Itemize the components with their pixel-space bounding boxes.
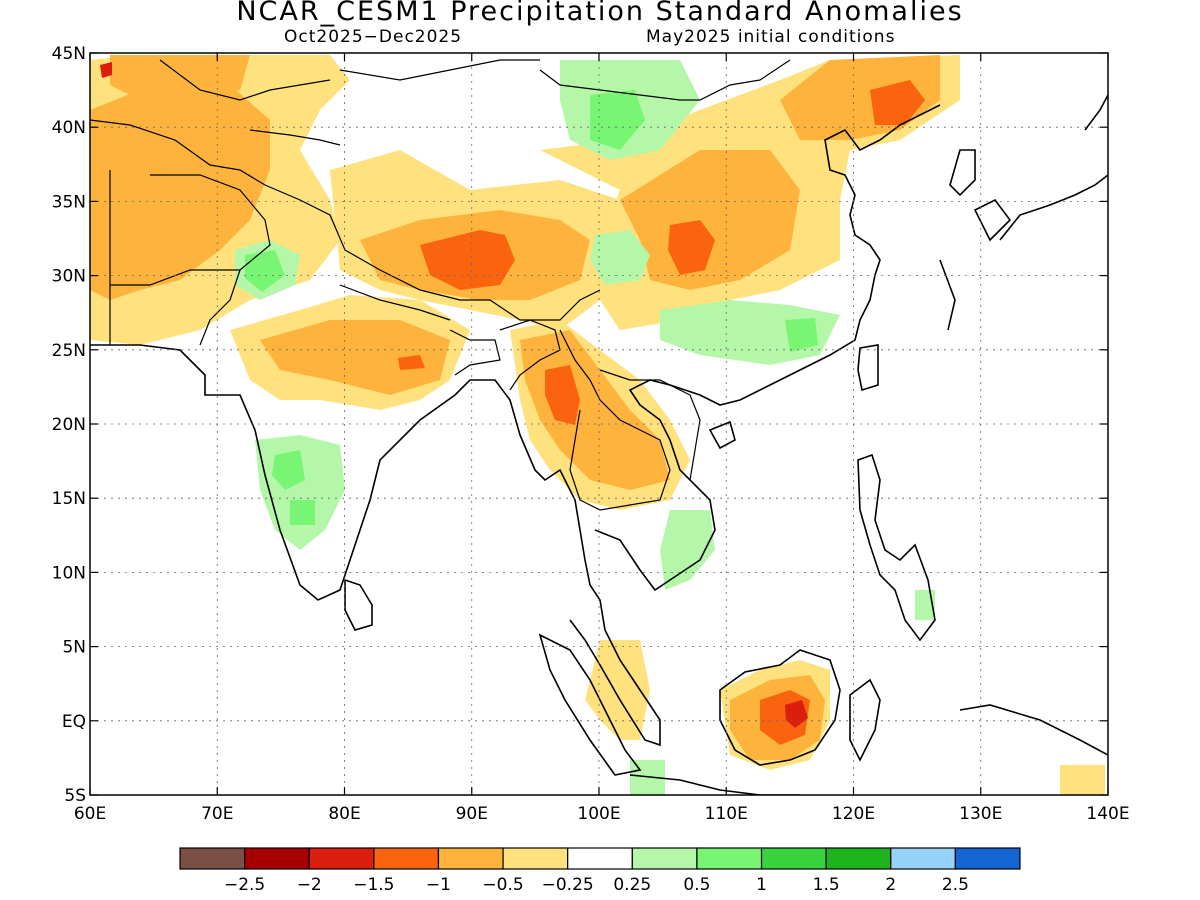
colorbar-swatch [890, 847, 956, 870]
colorbar-swatch [567, 847, 633, 870]
anomaly-region-mongolia-core [590, 90, 645, 150]
anomaly-region-afghanistan [90, 85, 270, 300]
colorbar-swatch [825, 847, 892, 870]
anomaly-region-kashmir-core [245, 250, 285, 292]
colorbar-swatch [308, 847, 375, 870]
colorbar [179, 847, 1021, 870]
colorbar-label: 2.5 [942, 875, 969, 895]
lon-axis: 60E 70E 80E 90E 100E 110E 120E 130E 140E [74, 53, 1130, 824]
lon-tick-label: 130E [959, 804, 1002, 824]
grid-lines [90, 53, 1108, 795]
anomaly-region-malaysia [585, 640, 650, 740]
colorbar-swatch [179, 847, 246, 870]
lat-tick-label: 35N [52, 192, 86, 212]
lat-tick-label: 25N [52, 341, 86, 361]
anomaly-region-india-red [398, 355, 425, 370]
lon-tick-label: 100E [577, 804, 620, 824]
country-borders [90, 59, 791, 511]
colorbar-swatch [437, 847, 504, 870]
lat-tick-label: 5N [62, 638, 86, 658]
colorbar-label: −1.5 [353, 875, 394, 895]
anomaly-region-pacific [1060, 765, 1105, 795]
anomaly-region-phil [915, 590, 935, 620]
colorbar-label: 2 [885, 875, 896, 895]
initial-conditions: May2025 initial conditions [646, 27, 896, 47]
anomaly-region-nchina-red [870, 80, 925, 125]
anomaly-region-kazakh [110, 55, 250, 100]
colorbar-label: −2 [297, 875, 322, 895]
anomaly-region-sichuan [620, 150, 800, 290]
anomaly-field [90, 55, 1105, 795]
lon-tick-label: 120E [832, 804, 875, 824]
lon-tick-label: 90E [456, 804, 488, 824]
colorbar-swatch [244, 847, 310, 870]
coastlines [90, 94, 1108, 795]
anomaly-region-india-core [272, 450, 315, 525]
colorbar-labels: −2.5 −2 −1.5 −1 −0.5 −0.25 0.25 0.5 1 1.5 2 2.5 [224, 875, 969, 895]
lat-tick-label: 45N [52, 44, 86, 64]
anomaly-region-sichuan-red [668, 220, 715, 275]
colorbar-swatch [373, 847, 440, 870]
lat-axis: 45N 40N 35N 30N 25N 20N 15N 10N 5N EQ 5S [52, 44, 1108, 806]
colorbar-swatch [954, 847, 1021, 870]
colorbar-label: 1.5 [813, 875, 840, 895]
lon-tick-label: 70E [201, 804, 233, 824]
lon-tick-label: 60E [74, 804, 106, 824]
lat-tick-label: 20N [52, 415, 86, 435]
forecast-period: Oct2025−Dec2025 [284, 27, 463, 47]
lat-tick-label: 10N [52, 563, 86, 583]
colorbar-swatch [631, 847, 698, 870]
colorbar-label: −0.25 [542, 875, 594, 895]
colorbar-swatch [760, 847, 827, 870]
lat-tick-label: 15N [52, 489, 86, 509]
lon-tick-label: 80E [328, 804, 360, 824]
lat-tick-label: 30N [52, 267, 86, 287]
anomaly-region-yunnan [590, 230, 650, 285]
colorbar-label: 1 [756, 875, 767, 895]
anomaly-region-tibet-red [420, 230, 515, 290]
colorbar-swatch [502, 847, 569, 870]
lat-tick-label: 40N [52, 118, 86, 138]
lon-tick-label: 140E [1086, 804, 1129, 824]
colorbar-label: −0.5 [482, 875, 523, 895]
anomaly-region-kazakh-deep [100, 62, 112, 78]
colorbar-label: 0.5 [683, 875, 710, 895]
anomaly-region-myanmar-red [545, 365, 580, 425]
lon-tick-label: 110E [705, 804, 748, 824]
lat-tick-label: 5S [64, 786, 86, 806]
anomaly-region-vietnam [660, 510, 715, 590]
anomaly-region-scina-core [785, 318, 818, 352]
anomaly-region-gangetic [260, 320, 450, 395]
map-title: NCAR_CESM1 Precipitation Standard Anomal… [236, 0, 964, 27]
lat-tick-label: EQ [62, 712, 86, 732]
colorbar-label: −1 [426, 875, 451, 895]
colorbar-label: −2.5 [224, 875, 265, 895]
colorbar-swatch [696, 847, 763, 870]
colorbar-label: 0.25 [613, 875, 651, 895]
